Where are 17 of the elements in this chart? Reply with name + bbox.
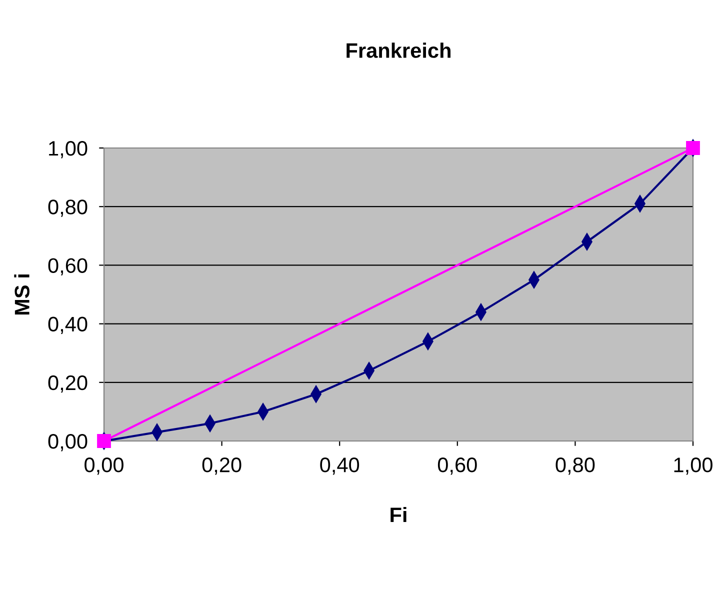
y-tick-label: 0,80 — [48, 200, 88, 217]
x-tick-label: 0,60 — [438, 458, 477, 475]
chart-title: Frankreich — [346, 42, 450, 58]
y-tick-label: 0,20 — [48, 375, 88, 393]
x-tick-label: 0,40 — [320, 458, 360, 475]
y-tick-label: 0,60 — [48, 258, 88, 276]
point — [97, 434, 111, 448]
y-tick-label: 1,00 — [49, 141, 88, 158]
x-tick-label: 0,20 — [202, 458, 242, 475]
x-tick-label: 1,00 — [674, 458, 712, 475]
x-axis-title: Fi — [390, 506, 406, 522]
y-tick-label: 0,00 — [48, 434, 88, 452]
x-tick-label: 0,80 — [556, 458, 595, 475]
y-axis-title: MS i — [14, 274, 30, 315]
y-tick-label: 0,40 — [48, 316, 88, 334]
x-tick-label: 0,00 — [84, 458, 124, 475]
point — [686, 141, 700, 155]
